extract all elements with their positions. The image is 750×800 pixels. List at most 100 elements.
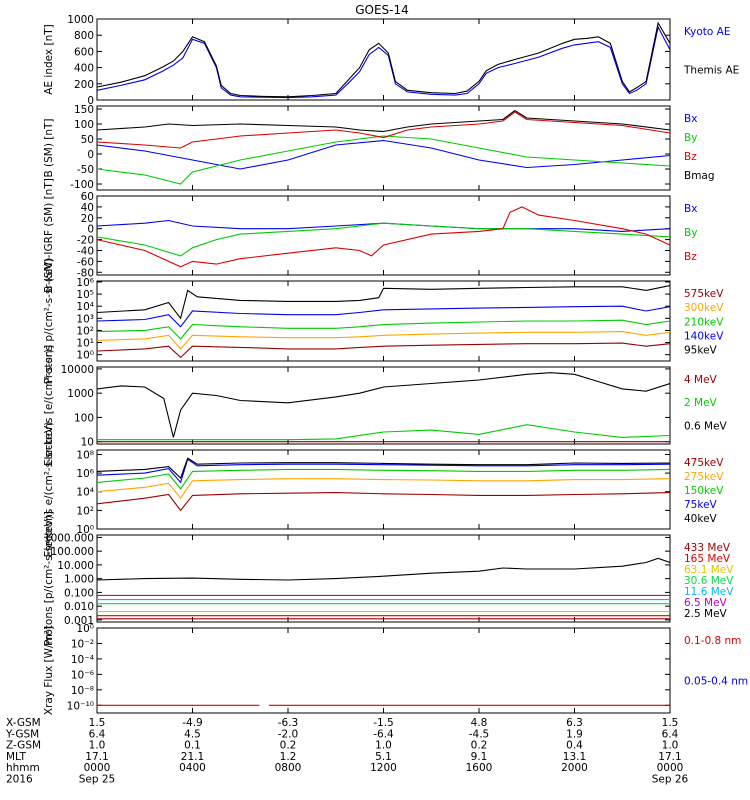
legend-label: 75keV [684,499,718,511]
y-tick-label: 0.010 [64,601,94,613]
y-tick-label: 0.100 [64,587,94,599]
x-row-value: 6.4 [89,728,106,740]
legend-label: 0.1-0.8 nm [684,635,741,647]
series-line [97,222,670,257]
x-row-value: Sep 26 [652,774,689,786]
y-tick-label: 10⁻² [71,638,94,650]
series-line [97,139,670,170]
y-tick-label: -60 [77,256,94,268]
legend-label: 300keV [684,302,724,314]
panel-0: 0 200 400 600 800 1000 AE index [nT] Kyoto AE Th… [43,14,739,107]
x-row-value: -4.9 [182,717,203,729]
legend-label: 165 MeV [684,553,731,565]
y-tick-label: 10⁻⁴ [71,654,94,666]
legend-label: By [684,227,697,239]
y-tick-label: 10⁸ [76,449,94,461]
x-row-label: X-GSM [6,717,41,729]
x-row-value: 1600 [466,762,493,774]
panel-4: 10 100 1000 10000 Electrons [e/(cm²-s-sr)] 4 … [43,345,728,466]
legend-label: Bx [684,113,697,125]
legend-label: 0.6 MeV [684,420,728,432]
x-row-value: 0.2 [471,740,488,752]
series-line [97,342,670,359]
y-tick-label: 100.000 [51,546,94,558]
y-tick-label: 150 [74,104,94,116]
x-row-value: 21.1 [181,751,204,763]
x-row-value: 4.8 [471,717,488,729]
series-line [97,109,670,133]
series-line [97,468,670,490]
panel-frame [96,18,671,101]
y-tick-label: 10¹ [76,338,94,350]
legend-label: 433 MeV [684,542,731,554]
panel-5: 10⁰ 10² 10⁴ 10⁶ 10⁸ Electrons e/(cm²-s-sr-keV… [43,422,724,558]
legend-label: 575keV [684,288,724,300]
y-tick-label: 10⁵ [76,289,94,301]
series-line [97,492,670,512]
y-tick-label: 100 [74,119,94,131]
y-tick-label: -80 [77,267,94,279]
legend-label: 6.5 MeV [684,597,728,609]
panel-frame [96,105,671,191]
x-row-value: 0.1 [184,740,201,752]
y-tick-label: 10² [76,325,94,337]
panel-7: 10⁻¹⁰ 10⁻⁸ 10⁻⁶ 10⁻⁴ 10⁻² 10⁰ Xray Flux [W/m²]… [43,623,748,715]
y-tick-label: 10⁴ [76,487,94,499]
legend-label: 475keV [684,457,724,469]
y-tick-label: 60 [81,191,94,203]
y-tick-label: 10⁻⁸ [71,685,94,697]
panel-frame [96,449,671,530]
legend-label: Kyoto AE [684,26,730,38]
series-line [97,557,670,581]
legend-label: 140keV [684,331,724,343]
y-tick-label: 20 [81,213,94,225]
y-tick-label: 10.000 [57,560,94,572]
x-row-value: 1.0 [375,740,392,752]
x-row-value: 4.5 [184,728,201,740]
y-tick-label: 1000 [67,14,94,26]
x-row-value: 1.0 [89,740,106,752]
y-axis-label: Electrons e/(cm²-s-sr-keV) [43,422,55,558]
y-tick-label: 10⁶ [76,277,94,289]
y-tick-label: 10⁻⁶ [71,669,94,681]
legend-label: 210keV [684,316,724,328]
y-tick-label: 0 [87,224,94,236]
x-row-value: 17.1 [85,751,108,763]
x-row-value: 5.1 [375,751,392,763]
y-axis-label: AE index [nT] [43,24,55,94]
y-tick-label: 50 [81,134,94,146]
series-line [97,305,670,328]
x-row-label: 2016 [6,774,33,786]
legend-label: 275keV [684,471,724,483]
x-row-value: 2000 [561,762,588,774]
legend-label: Bx [684,203,697,215]
x-row-value: -1.5 [373,717,394,729]
x-row-value: 1.5 [89,717,106,729]
x-row-value: -6.3 [278,717,299,729]
y-axis-label: B (SM)-IGRF (SM) [nT] [43,178,55,293]
x-row-value: 0000 [84,762,111,774]
series-line [97,458,670,484]
y-axis-label: Protons [p/(cm²-s-sr-keV)] [43,511,55,646]
x-row-value: 9.1 [471,751,488,763]
x-row-value: 1.9 [566,728,583,740]
legend-label: 4 MeV [684,374,718,386]
x-row-value: 1.0 [662,740,679,752]
legend-label: 30.6 MeV [684,575,734,587]
legend-label: 11.6 MeV [684,586,734,598]
series-line [97,21,670,98]
y-tick-label: 40 [81,202,94,214]
x-row-label: MLT [6,751,26,763]
x-row-value: -4.5 [469,728,490,740]
y-tick-label: 0.001 [64,615,94,627]
y-tick-label: 10 [81,437,94,449]
y-tick-label: -100 [70,179,94,191]
series-line [97,111,670,149]
y-tick-label: 10⁰ [76,350,94,362]
x-row-value: 0800 [275,762,302,774]
series-line [97,135,670,185]
y-tick-label: -40 [77,245,94,257]
x-row-value: 0000 [657,762,684,774]
